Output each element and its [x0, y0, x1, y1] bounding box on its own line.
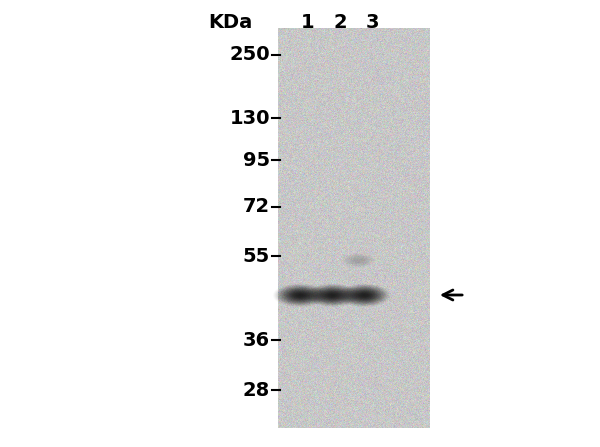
- Text: 28: 28: [243, 380, 270, 400]
- Text: 130: 130: [229, 109, 270, 127]
- Text: 1: 1: [301, 13, 315, 31]
- Text: KDa: KDa: [208, 13, 252, 31]
- Text: 72: 72: [243, 198, 270, 216]
- Text: 55: 55: [243, 246, 270, 266]
- Text: 250: 250: [229, 46, 270, 64]
- Text: 36: 36: [243, 330, 270, 350]
- Text: 2: 2: [333, 13, 347, 31]
- Text: 95: 95: [243, 151, 270, 169]
- Text: 3: 3: [365, 13, 379, 31]
